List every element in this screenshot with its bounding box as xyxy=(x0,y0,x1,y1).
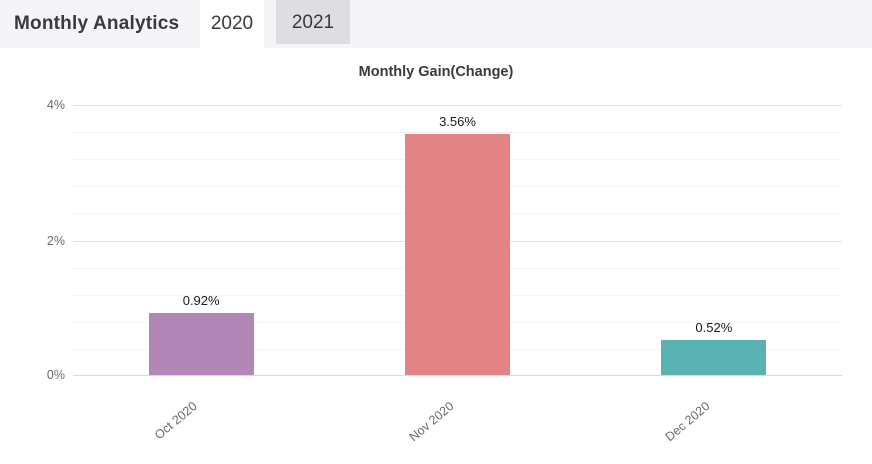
plot-area: 0.92% 3.56% 0.52% xyxy=(73,105,842,376)
bar-value-label-dec-2020: 0.52% xyxy=(695,319,733,335)
bar-dec-2020[interactable] xyxy=(661,339,767,375)
bar-chart: Monthly Gain(Change) 0% 2% 4% 0.92% 3.56% 0.… xyxy=(0,48,872,464)
x-tick-label-nov-2020: Nov 2020 xyxy=(406,399,457,445)
x-tick-label-oct-2020: Oct 2020 xyxy=(152,399,201,443)
tab-2020[interactable]: 2020 xyxy=(200,0,264,52)
header-bar: Monthly Analytics 2020 2021 xyxy=(0,0,872,52)
y-tick-label: 4% xyxy=(46,98,65,112)
bar-value-label-nov-2020: 3.56% xyxy=(439,113,476,129)
bar-nov-2020[interactable] xyxy=(405,133,510,375)
y-axis: 0% 2% 4% xyxy=(0,98,65,382)
y-tick-label: 0% xyxy=(46,368,65,382)
bar-oct-2020[interactable] xyxy=(148,312,254,375)
y-tick-label: 2% xyxy=(46,233,65,248)
x-axis-line xyxy=(73,375,842,376)
chart-title: Monthly Gain(Change) xyxy=(358,64,514,80)
x-tick-label-dec-2020: Dec 2020 xyxy=(662,399,713,445)
gridline-minor xyxy=(73,132,842,134)
page-title: Monthly Analytics xyxy=(14,13,180,34)
bar-value-label-oct-2020: 0.92% xyxy=(182,292,220,308)
gridline-major xyxy=(73,105,842,106)
tab-2021[interactable]: 2021 xyxy=(276,0,350,44)
